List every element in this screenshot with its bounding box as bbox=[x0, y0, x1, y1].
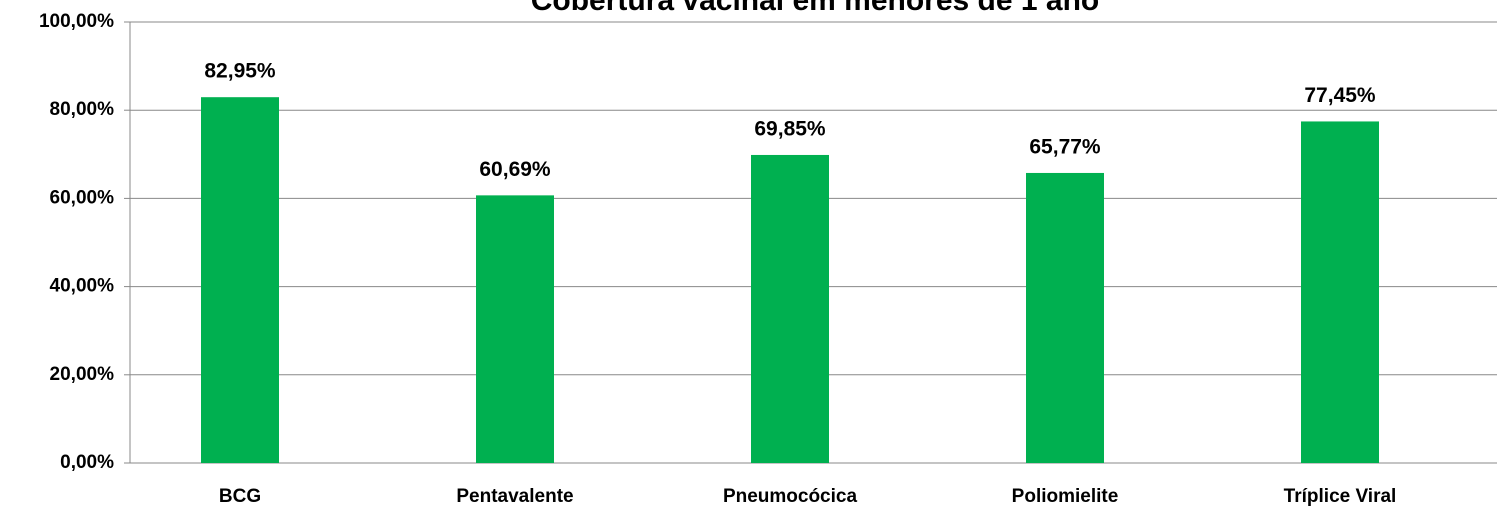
bar bbox=[201, 97, 279, 464]
data-label: 69,85% bbox=[754, 118, 826, 141]
bar bbox=[476, 195, 554, 463]
y-tick-label: 100,00% bbox=[39, 11, 114, 32]
x-tick-label: Tríplice Viral bbox=[1284, 486, 1397, 507]
chart-title: Cobertura vacinal em menores de 1 ano bbox=[531, 0, 1100, 17]
data-label: 60,69% bbox=[479, 158, 551, 181]
y-tick-label: 80,00% bbox=[50, 99, 115, 120]
bar bbox=[1301, 121, 1379, 464]
y-tick-label: 20,00% bbox=[50, 364, 115, 385]
data-label: 82,95% bbox=[204, 60, 276, 83]
x-tick-label: Pneumocócica bbox=[723, 486, 858, 507]
bar bbox=[751, 154, 829, 464]
x-tick-label: Pentavalente bbox=[456, 486, 573, 507]
x-tick-label: Poliomielite bbox=[1012, 486, 1119, 507]
x-tick-label: BCG bbox=[219, 486, 261, 507]
data-label: 65,77% bbox=[1029, 136, 1101, 159]
bar bbox=[1026, 172, 1104, 464]
y-tick-label: 0,00% bbox=[60, 452, 114, 473]
y-tick-label: 60,00% bbox=[50, 187, 115, 208]
data-label: 77,45% bbox=[1304, 84, 1376, 107]
y-tick-label: 40,00% bbox=[50, 276, 115, 297]
